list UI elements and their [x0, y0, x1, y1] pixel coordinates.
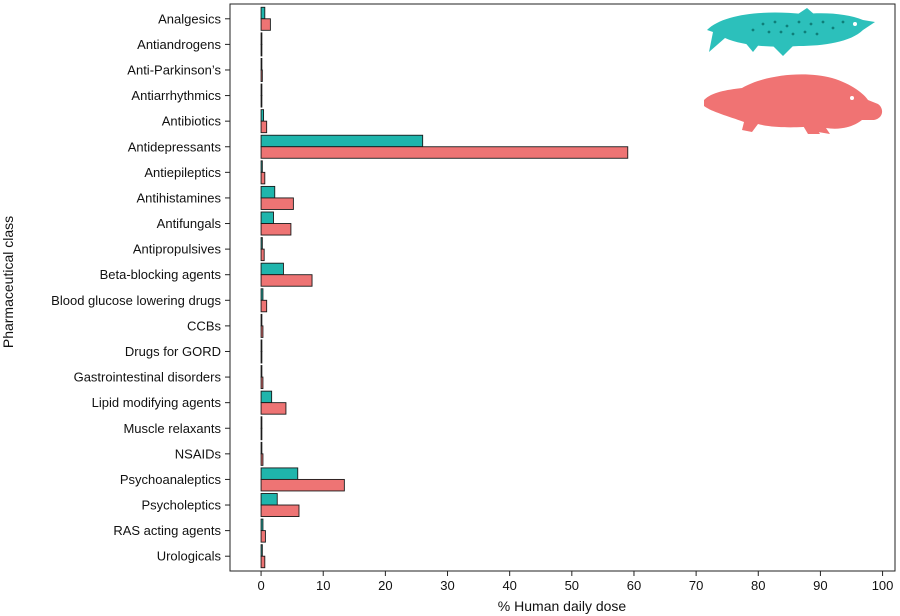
y-tick-label: Psycholeptics	[142, 498, 222, 513]
trout-bar	[260, 6, 266, 20]
y-tick-label: Anti-Parkinson’s	[127, 62, 221, 77]
platypus-bar	[260, 197, 294, 210]
trout-bar	[260, 365, 263, 378]
platypus-bar	[260, 69, 263, 82]
y-tick-label: Analgesics	[158, 11, 221, 26]
y-tick-label: Drugs for GORD	[125, 344, 221, 359]
y-tick-label: Antihistamines	[136, 190, 221, 205]
trout-bar	[260, 58, 263, 71]
x-tick-label: 10	[316, 578, 330, 593]
platypus-bar	[260, 478, 345, 492]
x-tick-label: 40	[502, 578, 516, 593]
x-tick-label: 30	[440, 578, 454, 593]
platypus-bar	[260, 555, 266, 569]
trout-bar	[260, 493, 278, 506]
y-tick-label: RAS acting agents	[113, 523, 221, 538]
platypus-bar	[260, 325, 264, 338]
x-tick-label: 0	[257, 578, 264, 593]
platypus-bar	[260, 43, 263, 57]
trout-bar	[260, 83, 263, 97]
axes	[225, 3, 896, 576]
platypus-bar	[260, 299, 268, 313]
platypus-bar	[260, 248, 265, 262]
x-tick-label: 100	[872, 578, 894, 593]
platypus-bar	[260, 402, 287, 415]
y-tick-label: Antibiotics	[162, 114, 222, 129]
platypus-bar	[260, 95, 263, 108]
platypus-icon	[704, 74, 883, 134]
platypus-bar	[260, 120, 268, 134]
trout-bar	[260, 185, 276, 199]
x-tick-label: 20	[378, 578, 392, 593]
y-tick-label: Beta-blocking agents	[100, 267, 222, 282]
trout-bar	[260, 32, 263, 45]
x-tick-label: 50	[565, 578, 579, 593]
trout-bar	[260, 237, 263, 250]
platypus-bar	[260, 530, 266, 543]
trout-bar	[260, 544, 263, 557]
y-tick-label: Blood glucose lowering drugs	[51, 293, 221, 308]
platypus-bar	[260, 146, 629, 159]
trout-bar	[260, 339, 263, 352]
labels: 0 10 20 30 40 50 60 70 80 90 100 Analgesics Antiandr…	[51, 11, 893, 593]
y-axis-title: Pharmaceutical class	[0, 216, 16, 348]
y-tick-label: Muscle relaxants	[123, 421, 221, 436]
bars	[260, 6, 629, 569]
platypus-bar	[260, 376, 264, 390]
trout-bar	[260, 390, 273, 404]
platypus-bar	[260, 223, 292, 236]
trout-bar	[260, 313, 263, 327]
y-tick-label: CCBs	[187, 318, 221, 333]
plot-frame	[229, 3, 896, 572]
x-tick-label: 60	[627, 578, 641, 593]
trout-bar	[260, 441, 263, 455]
platypus-bar	[260, 453, 264, 466]
trout-bar	[260, 467, 299, 480]
platypus-bar	[260, 171, 266, 185]
x-tick-label: 90	[813, 578, 827, 593]
y-tick-label: Antifungals	[157, 216, 222, 231]
x-tick-label: 70	[689, 578, 703, 593]
y-tick-label: NSAIDs	[175, 446, 222, 461]
platypus-bar	[260, 351, 263, 364]
trout-bar	[260, 134, 424, 148]
platypus-bar	[260, 427, 263, 441]
platypus-bar	[260, 504, 300, 517]
x-tick-label: 80	[751, 578, 765, 593]
trout-icon	[707, 8, 875, 56]
trout-bar	[260, 211, 274, 224]
x-axis-title: % Human daily dose	[498, 598, 627, 614]
trout-bar	[260, 160, 263, 173]
y-tick-label: Antipropulsives	[133, 242, 222, 257]
y-tick-label: Antiarrhythmics	[131, 88, 221, 103]
trout-bar	[260, 416, 263, 429]
y-tick-label: Antiepileptics	[144, 165, 221, 180]
platypus-bar	[260, 274, 313, 287]
platypus-bar	[260, 18, 271, 31]
y-tick-label: Antiandrogens	[137, 37, 221, 52]
trout-bar	[260, 109, 265, 122]
trout-bar	[260, 518, 264, 532]
y-tick-label: Urologicals	[157, 549, 222, 564]
y-tick-label: Gastrointestinal disorders	[74, 370, 222, 385]
trout-bar	[260, 288, 264, 301]
y-tick-label: Psychoanaleptics	[120, 472, 222, 487]
y-tick-label: Antidepressants	[128, 139, 222, 154]
trout-bar	[260, 262, 284, 276]
y-tick-label: Lipid modifying agents	[92, 395, 222, 410]
